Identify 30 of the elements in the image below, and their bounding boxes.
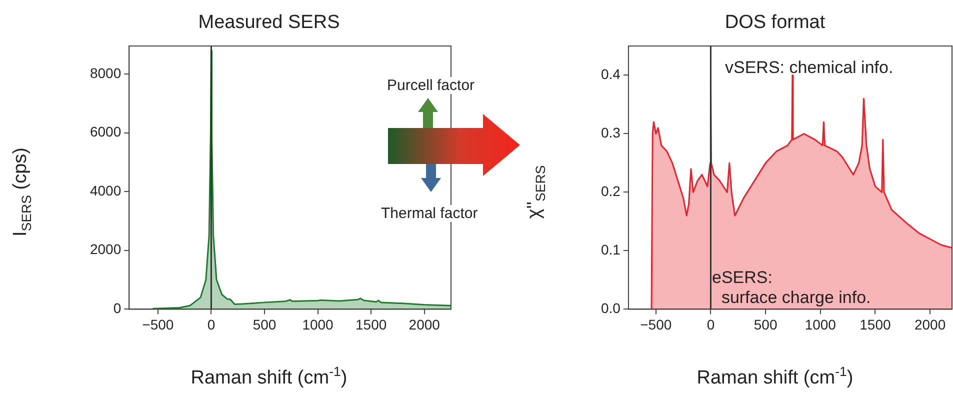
annotation: vSERS: chemical info. <box>725 58 894 78</box>
y-tick-label: 0.3 <box>600 124 621 141</box>
x-tick-label: 0 <box>706 316 715 332</box>
annotation: Thermal factor <box>381 205 478 222</box>
y-tick-label: 0.1 <box>600 242 621 258</box>
x-tick-label: 500 <box>754 316 778 332</box>
x-tick-label: 0 <box>207 316 216 332</box>
y-tick-label: 4000 <box>90 182 122 198</box>
chart-title: Measured SERS <box>198 12 340 34</box>
x-tick-label: −500 <box>142 316 174 332</box>
x-tick-label: 1000 <box>804 316 836 332</box>
y-tick-label: 8000 <box>90 64 122 81</box>
x-axis-title: Raman shift (cm$^{-1}$) <box>696 364 854 390</box>
y-tick-label: 6000 <box>90 124 122 140</box>
y-tick-label: 0 <box>113 300 122 316</box>
y-tick-label: 0.0 <box>600 300 621 316</box>
x-tick-label: 1000 <box>302 316 334 332</box>
x-tick-label: 1500 <box>860 316 892 332</box>
y-tick-label: 0.2 <box>600 183 621 200</box>
annotation: Purcell factor <box>387 77 475 94</box>
x-tick-label: −500 <box>640 316 672 332</box>
x-tick-label: 2000 <box>914 316 946 332</box>
x-tick-label: 2000 <box>408 316 440 332</box>
chart-title: DOS format <box>724 12 826 34</box>
x-tick-label: 500 <box>252 316 276 332</box>
y-tick-label: 2000 <box>90 241 122 258</box>
x-axis-title: Raman shift (cm$^{-1}$) <box>190 364 348 390</box>
y-tick-label: 0.4 <box>600 66 621 82</box>
annotation: eSERS: surface charge info. <box>712 268 871 308</box>
x-tick-label: 1500 <box>355 316 387 332</box>
